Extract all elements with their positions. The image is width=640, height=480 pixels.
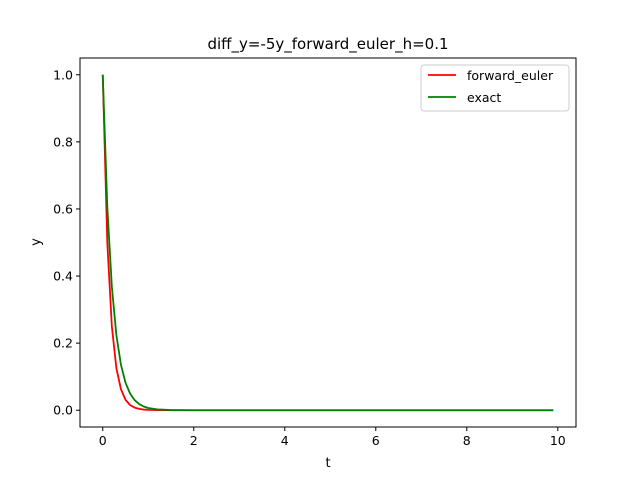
y-tick-label: 0.6 [53,201,73,216]
x-tick-label: 4 [281,433,289,448]
x-tick-label: 8 [463,433,471,448]
axes-frame [79,57,577,428]
legend-box [420,64,570,112]
y-axis-ticks: 0.0 0.2 0.4 0.6 0.8 1.0 [53,67,80,418]
legend-label-exact: exact [467,90,501,105]
x-axis-ticks: 0 2 4 6 8 10 [99,427,566,448]
y-tick-label: 1.0 [53,67,73,82]
x-axis-label: t [325,456,330,471]
y-tick-label: 0.0 [53,403,73,418]
chart-title: diff_y=-5y_forward_euler_h=0.1 [207,35,448,54]
series-layer [101,74,554,412]
y-tick-label: 0.2 [53,336,73,351]
y-tick-label: 0.8 [53,134,73,149]
series-line-exact [101,74,554,412]
y-axis-label: y [29,238,44,246]
x-tick-label: 2 [190,433,198,448]
plot-area [79,57,577,428]
x-tick-label: 0 [99,433,107,448]
x-tick-label: 10 [550,433,566,448]
y-tick-label: 0.4 [53,269,73,284]
x-tick-label: 6 [372,433,380,448]
legend: forward_euler exact [420,64,570,112]
legend-label-forward-euler: forward_euler [467,68,554,83]
